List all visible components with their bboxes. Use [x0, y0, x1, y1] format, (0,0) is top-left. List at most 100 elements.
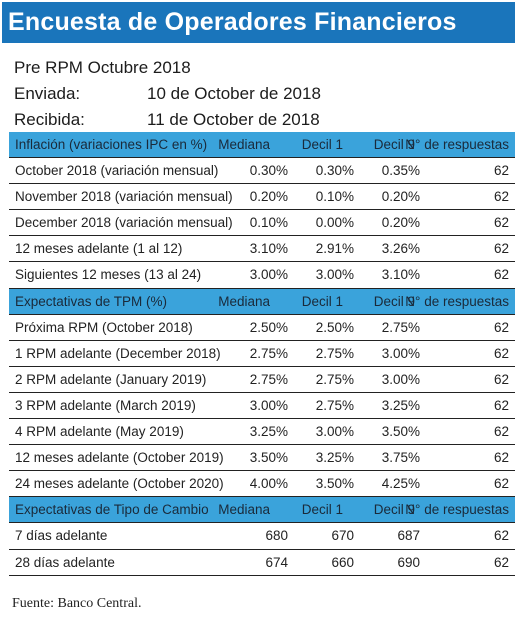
cell-value: 62: [493, 215, 509, 231]
column-header: N° de respuestas: [405, 502, 509, 518]
column-header: N° de respuestas: [405, 137, 509, 152]
section-title: Expectativas de TPM (%): [15, 293, 168, 309]
cell-value: 62: [493, 241, 509, 257]
cell-value: 690: [397, 554, 420, 570]
cell-value: 3.00%: [249, 267, 288, 283]
cell-value: 3.25%: [315, 450, 354, 466]
cell-value: 62: [493, 476, 509, 492]
row-label: 1 RPM adelante (December 2018): [15, 345, 221, 361]
table-row: 7 días adelante 680 670 687 62: [9, 523, 515, 550]
row-label: 4 RPM adelante (May 2019): [15, 424, 184, 440]
received-value: 11 de October de 2018: [147, 110, 320, 129]
section-header-tpm: Expectativas de TPM (%) Mediana Decil 1 Dec…: [9, 288, 515, 315]
section-title: Expectativas de Tipo de Cambio: [15, 502, 209, 518]
cell-value: 2.50%: [315, 319, 354, 335]
row-label: 3 RPM adelante (March 2019): [15, 397, 196, 413]
cell-value: 3.50%: [249, 450, 288, 466]
cell-value: 62: [493, 163, 509, 179]
row-label: 12 meses adelante (1 al 12): [15, 241, 183, 257]
table-row: October 2018 (variación mensual) 0.30% 0.3…: [9, 158, 515, 185]
column-header: Mediana: [218, 137, 270, 152]
cell-value: 62: [493, 371, 509, 387]
cell-value: 3.00%: [315, 424, 354, 440]
cell-value: 62: [493, 528, 509, 544]
section-header-inflation: Inflación (variaciones IPC en %) Mediana D…: [9, 132, 515, 159]
column-header: Decil 9: [373, 293, 415, 309]
cell-value: 2.75%: [249, 371, 288, 387]
row-label: 28 días adelante: [15, 554, 115, 570]
cell-value: 3.00%: [315, 267, 354, 283]
cell-value: 62: [493, 554, 509, 570]
column-header: Decil 1: [301, 137, 343, 152]
cell-value: 0.30%: [315, 163, 354, 179]
row-label: 7 días adelante: [15, 528, 108, 544]
cell-value: 4.00%: [249, 476, 288, 492]
cell-value: 2.75%: [249, 345, 288, 361]
row-label: Siguientes 12 meses (13 al 24): [15, 267, 202, 283]
row-label: Próxima RPM (October 2018): [15, 319, 193, 335]
cell-value: 3.00%: [249, 397, 288, 413]
row-label: November 2018 (variación mensual): [15, 189, 233, 205]
table-row: Siguientes 12 meses (13 al 24) 3.00% 3.00%…: [9, 262, 515, 289]
cell-value: 3.26%: [381, 241, 420, 257]
cell-value: 2.50%: [249, 319, 288, 335]
table-row: 1 RPM adelante (December 2018) 2.75% 2.75%…: [9, 341, 515, 367]
cell-value: 687: [397, 528, 420, 544]
cell-value: 3.50%: [315, 476, 354, 492]
row-label: December 2018 (variación mensual): [15, 215, 233, 231]
cell-value: 62: [493, 450, 509, 466]
table-row: 12 meses adelante (October 2019) 3.50% 3.2…: [9, 445, 515, 472]
source-note: Fuente: Banco Central.: [12, 596, 142, 611]
table-row: 4 RPM adelante (May 2019) 3.25% 3.00% 3.50%…: [9, 419, 515, 446]
table-row: December 2018 (variación mensual) 0.10% 0.…: [9, 210, 515, 237]
column-header: Mediana: [218, 293, 270, 309]
cell-value: 3.50%: [381, 424, 420, 440]
cell-value: 3.75%: [381, 450, 420, 466]
cell-value: 0.30%: [249, 163, 288, 179]
cell-value: 62: [493, 189, 509, 205]
cell-value: 62: [493, 319, 509, 335]
survey-name: Pre RPM Octubre 2018: [14, 58, 191, 78]
cell-value: 680: [265, 528, 288, 544]
cell-value: 3.00%: [381, 371, 420, 387]
cell-value: 3.10%: [381, 267, 420, 283]
cell-value: 2.75%: [381, 319, 420, 335]
table-row: 28 días adelante 674 660 690 62: [9, 550, 515, 576]
cell-value: 3.25%: [381, 397, 420, 413]
sent-date-row: Enviada: 10 de October de 2018: [14, 84, 321, 104]
received-label: Recibida:: [14, 110, 85, 129]
cell-value: 0.20%: [249, 189, 288, 205]
table-row: Próxima RPM (October 2018) 2.50% 2.50% 2.75…: [9, 315, 515, 341]
cell-value: 62: [493, 267, 509, 283]
cell-value: 674: [265, 554, 288, 570]
cell-value: 3.25%: [249, 424, 288, 440]
column-header: Mediana: [218, 502, 270, 518]
cell-value: 3.10%: [249, 241, 288, 257]
cell-value: 62: [493, 424, 509, 440]
column-header: Decil 1: [301, 502, 343, 518]
table-row: 24 meses adelante (October 2020) 4.00% 3.5…: [9, 471, 515, 498]
cell-value: 2.75%: [315, 371, 354, 387]
cell-value: 0.20%: [381, 215, 420, 231]
cell-value: 62: [493, 345, 509, 361]
row-label: 24 meses adelante (October 2020): [15, 476, 224, 492]
section-header-exchange-rate: Expectativas de Tipo de Cambio Mediana Dec…: [9, 497, 515, 524]
section-title: Inflación (variaciones IPC en %): [15, 137, 208, 152]
table-row: 3 RPM adelante (March 2019) 3.00% 2.75% 3.2…: [9, 393, 515, 420]
column-header: Decil 1: [301, 293, 343, 309]
cell-value: 670: [331, 528, 354, 544]
column-header: Decil 9: [373, 137, 415, 152]
cell-value: 0.35%: [381, 163, 420, 179]
row-label: 12 meses adelante (October 2019): [15, 450, 224, 466]
cell-value: 3.00%: [381, 345, 420, 361]
cell-value: 2.91%: [315, 241, 354, 257]
survey-table: Inflación (variaciones IPC en %) Mediana D…: [9, 132, 515, 576]
column-header: Decil 9: [373, 502, 415, 518]
cell-value: 2.75%: [315, 397, 354, 413]
cell-value: 4.25%: [381, 476, 420, 492]
cell-value: 0.20%: [381, 189, 420, 205]
row-label: 2 RPM adelante (January 2019): [15, 371, 207, 387]
cell-value: 0.10%: [249, 215, 288, 231]
cell-value: 0.00%: [315, 215, 354, 231]
cell-value: 2.75%: [315, 345, 354, 361]
